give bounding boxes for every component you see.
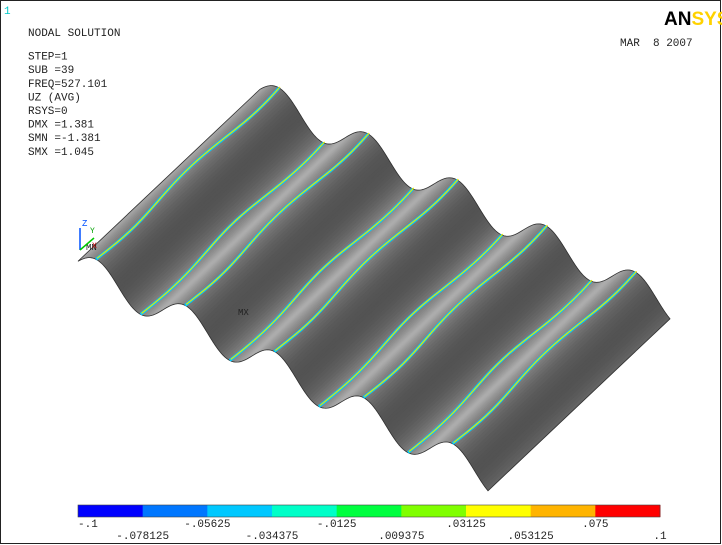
ansys-window: 1 ANSYS MAR 8 2007 MN MX Z Y X -.1-.0781… xyxy=(0,0,722,545)
window-number: 1 xyxy=(4,6,11,18)
legend-swatch xyxy=(531,505,596,517)
info-line: DMX =1.381 xyxy=(28,120,94,132)
triad-x: X xyxy=(92,242,97,251)
legend-label: -.1 xyxy=(78,519,98,531)
legend-swatch xyxy=(595,505,660,517)
legend-swatch xyxy=(401,505,466,517)
legend-label: -.0125 xyxy=(317,519,357,531)
legend-label: .053125 xyxy=(508,531,554,543)
date: MAR 8 2007 xyxy=(620,38,693,50)
logo-an: AN xyxy=(664,9,691,30)
legend-label: .075 xyxy=(582,519,608,531)
info-line: STEP=1 xyxy=(28,52,68,64)
legend-swatch xyxy=(143,505,208,517)
legend-label: -.05625 xyxy=(184,519,230,531)
info-line: NODAL SOLUTION xyxy=(28,28,120,40)
legend-swatch xyxy=(207,505,272,517)
legend-label: .1 xyxy=(653,531,667,543)
legend-swatch xyxy=(78,505,143,517)
info-line: SMX =1.045 xyxy=(28,147,94,159)
logo: ANSYS xyxy=(664,9,722,30)
logo-sys: SYS xyxy=(691,9,722,30)
legend-label: -.034375 xyxy=(246,531,299,543)
info-line: SUB =39 xyxy=(28,65,74,77)
legend-label: .03125 xyxy=(446,519,486,531)
info-line: RSYS=0 xyxy=(28,106,68,118)
max-marker: MX xyxy=(238,308,249,318)
triad-y: Y xyxy=(90,227,95,236)
info-line: UZ (AVG) xyxy=(28,92,81,104)
legend-swatch xyxy=(272,505,337,517)
legend-swatch xyxy=(466,505,531,517)
triad-z: Z xyxy=(82,219,88,229)
info-line: FREQ=527.101 xyxy=(28,79,108,91)
legend-label: -.078125 xyxy=(116,531,169,543)
legend-swatch xyxy=(337,505,402,517)
info-line: SMN =-1.381 xyxy=(28,133,101,145)
legend-label: .009375 xyxy=(378,531,424,543)
